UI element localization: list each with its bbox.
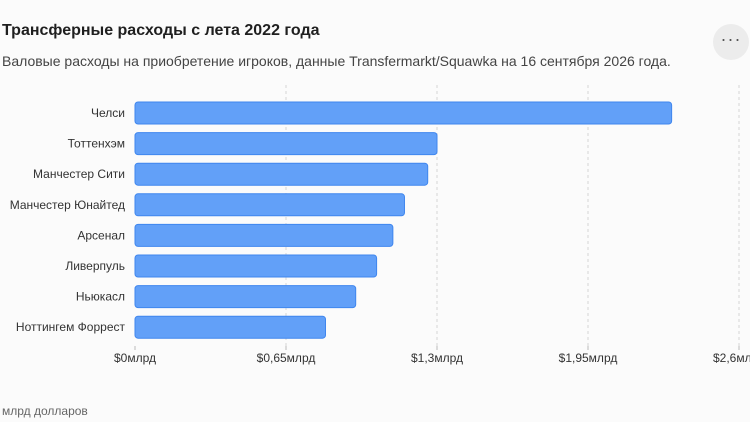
bar: [134, 193, 405, 217]
x-tick-label: $0,65млрд: [257, 351, 316, 365]
x-tick-label: $0млрд: [114, 351, 156, 365]
more-horizontal-icon: ···: [720, 29, 742, 49]
category-label: Ньюкасл: [76, 290, 125, 304]
bar: [134, 223, 394, 247]
bar: [134, 101, 673, 125]
unit-note: млрд долларов: [2, 404, 88, 418]
x-tick-label: $1,95млрд: [559, 351, 618, 365]
category-label: Челси: [91, 106, 125, 120]
bar: [134, 285, 357, 309]
more-options-button[interactable]: ···: [713, 24, 749, 60]
bar: [134, 315, 326, 339]
bar: [134, 132, 438, 156]
category-label: Ноттингем Форрест: [16, 320, 126, 334]
category-label: Тоттенхэм: [68, 137, 125, 151]
x-tick-label: $2,6млрд: [713, 351, 750, 365]
chart-subtitle: Валовые расходы на приобретение игроков,…: [2, 53, 671, 69]
category-label: Арсенал: [77, 228, 125, 242]
bar-chart: $0млрд $0,65млрд $1,3млрд $1,95млрд $2,6млрд…: [10, 85, 750, 365]
bar: [134, 162, 429, 186]
category-label: Ливерпуль: [65, 259, 125, 273]
x-tick-label: $1,3млрд: [411, 351, 463, 365]
chart-title: Трансферные расходы с лета 2022 года: [2, 22, 320, 39]
category-label: Манчестер Сити: [33, 167, 125, 181]
category-label: Манчестер Юнайтед: [10, 198, 125, 212]
bar: [134, 254, 378, 278]
